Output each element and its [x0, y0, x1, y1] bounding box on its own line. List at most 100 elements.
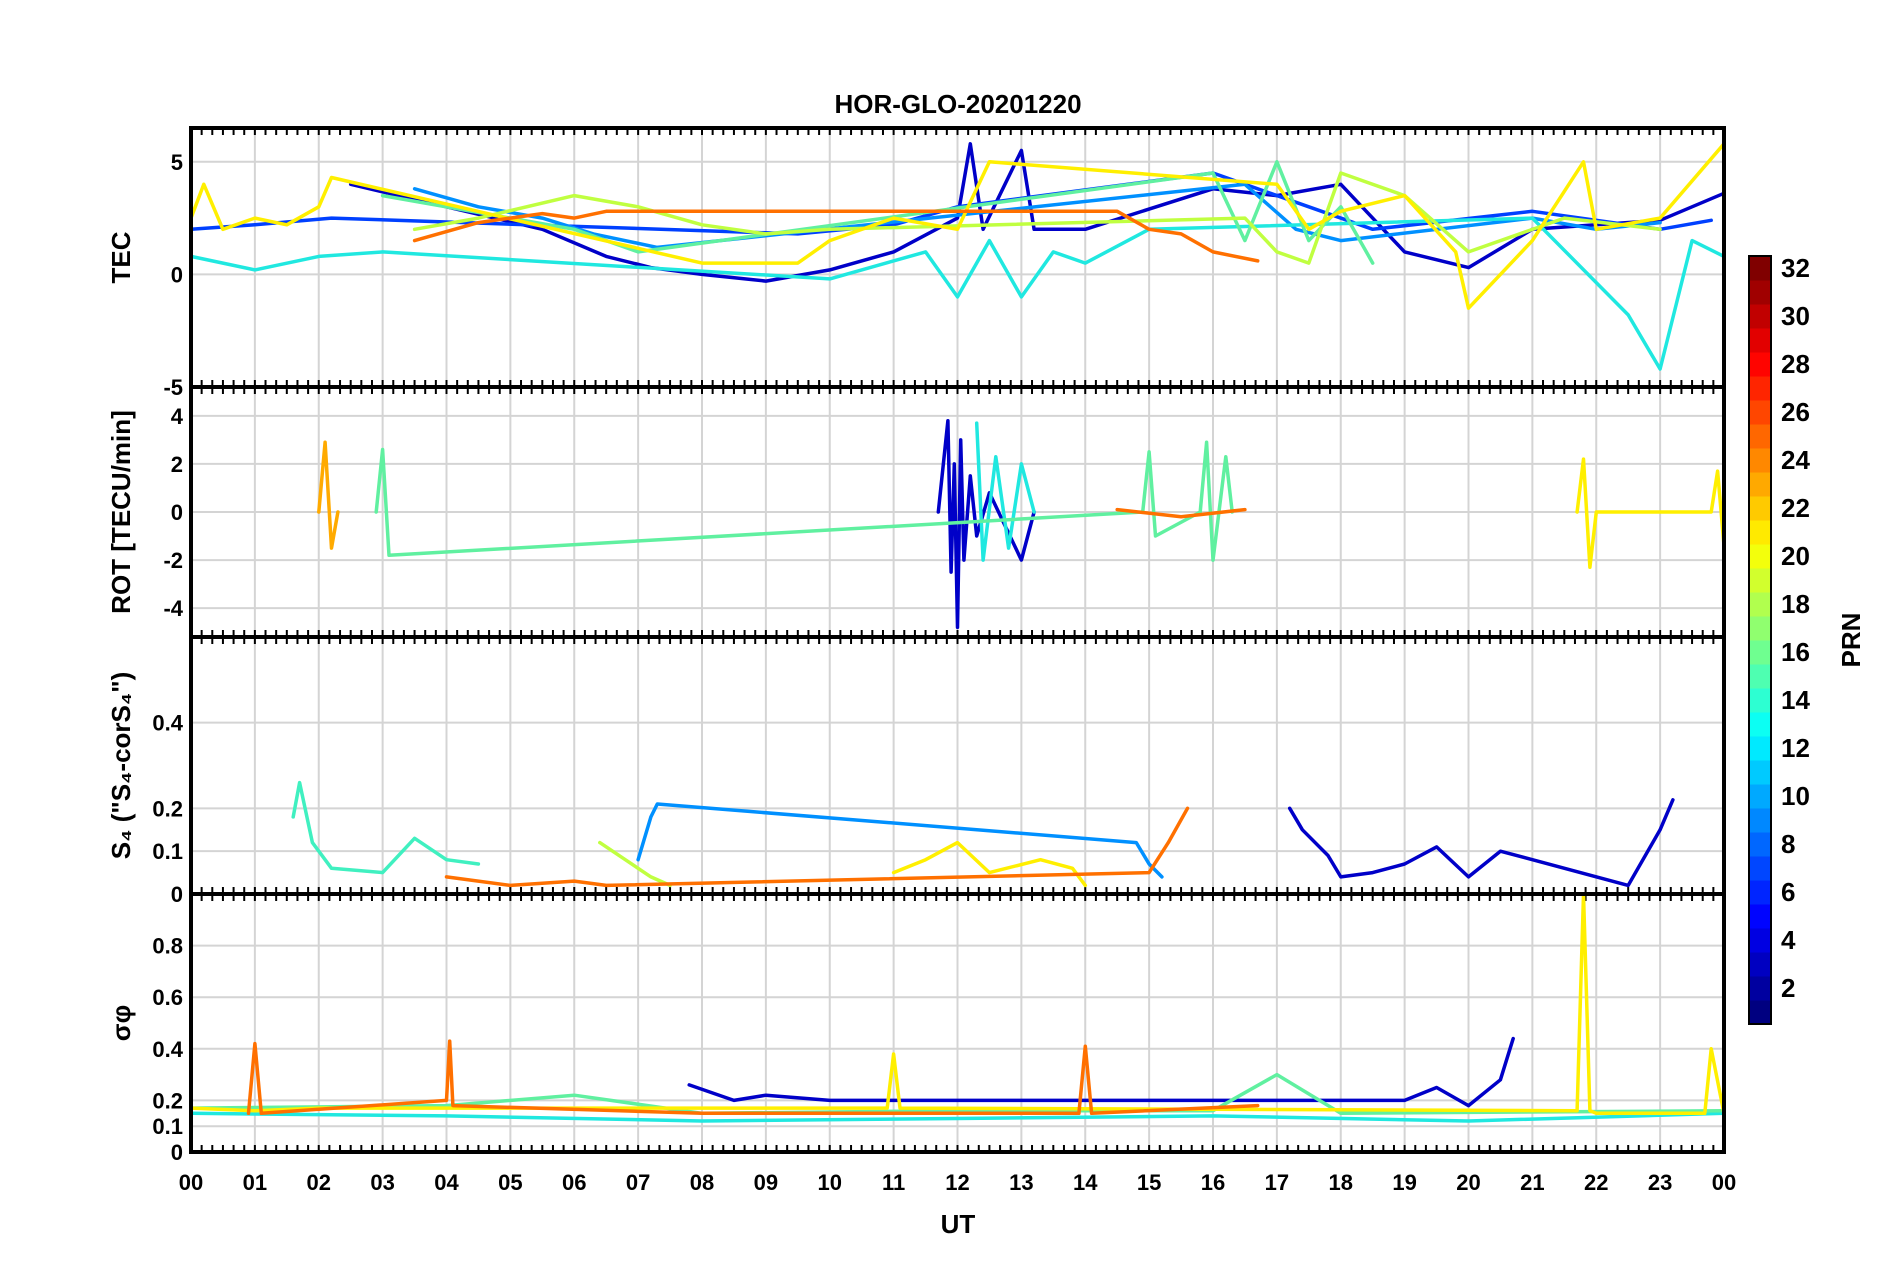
x-tick-label: 23 [1648, 1170, 1672, 1195]
series-line-prn-18 [412, 171, 1662, 265]
colorbar-swatch [1749, 1000, 1771, 1025]
colorbar-swatch [1749, 256, 1771, 281]
series-line-prn-13 [189, 216, 1726, 371]
x-tick-label: 07 [626, 1170, 650, 1195]
colorbar-tick-label: 22 [1781, 493, 1810, 523]
x-tick-label: 21 [1520, 1170, 1544, 1195]
colorbar-swatch [1749, 856, 1771, 881]
y-tick-label: 0.2 [152, 796, 183, 821]
x-tick-label: 16 [1201, 1170, 1225, 1195]
y-tick-label: 0 [171, 1140, 183, 1165]
series-line-prn-16 [380, 160, 1375, 265]
colorbar-swatch [1749, 328, 1771, 353]
colorbar-tick-label: 26 [1781, 397, 1810, 427]
colorbar-swatch [1749, 880, 1771, 905]
colorbar-swatch [1749, 592, 1771, 617]
x-tick-label: 03 [370, 1170, 394, 1195]
colorbar-swatch [1749, 520, 1771, 545]
series-line-prn-20 [891, 840, 1088, 888]
colorbar-tick-label: 12 [1781, 733, 1810, 763]
x-tick-label: 22 [1584, 1170, 1608, 1195]
y-tick-label: 0 [171, 882, 183, 907]
series-line-prn-13 [974, 421, 1036, 562]
colorbar-swatch [1749, 808, 1771, 833]
colorbar-swatch [1749, 952, 1771, 977]
series-line-prn-2 [348, 142, 1726, 283]
y-tick-label: 2 [171, 452, 183, 477]
series-line-prn-2 [936, 418, 1036, 630]
series-line-prn-2 [687, 1036, 1515, 1108]
colorbar-swatch [1749, 304, 1771, 329]
colorbar-swatch [1749, 688, 1771, 713]
colorbar-tick-label: 28 [1781, 349, 1810, 379]
colorbar-swatch [1749, 760, 1771, 785]
colorbar-swatch [1749, 472, 1771, 497]
x-tick-label: 11 [882, 1170, 905, 1195]
colorbar-swatch [1749, 784, 1771, 809]
colorbar-swatch [1749, 496, 1771, 521]
x-axis-label: UT [941, 1209, 976, 1239]
colorbar-swatch [1749, 976, 1771, 1001]
colorbar-swatch [1749, 664, 1771, 689]
panel-tec: -5 0 5 TEC [106, 126, 1726, 400]
colorbar-swatch [1749, 904, 1771, 929]
colorbar-swatch [1749, 424, 1771, 449]
y-axis-label-tec: TEC [106, 231, 136, 283]
colorbar-tick-label: 14 [1781, 685, 1810, 715]
colorbar-swatch [1749, 928, 1771, 953]
y-axis-label-sigma: σφ [106, 1005, 136, 1041]
colorbar-tick-label: 20 [1781, 541, 1810, 571]
y-tick-label: 0.1 [152, 839, 183, 864]
series-line-prn-13 [189, 1111, 1726, 1123]
x-tick-label: 09 [754, 1170, 778, 1195]
colorbar-swatch [1749, 448, 1771, 473]
y-tick-label: 0.6 [152, 985, 183, 1010]
x-tick-label: 17 [1265, 1170, 1289, 1195]
colorbar-swatch [1749, 400, 1771, 425]
colorbar-swatch [1749, 640, 1771, 665]
series-line-prn-16 [374, 440, 1234, 562]
panel-frame [189, 892, 1726, 1154]
series-line-prn-20 [189, 142, 1726, 310]
series-line-prn-22 [317, 440, 340, 550]
x-tick-label: 02 [307, 1170, 331, 1195]
colorbar-frame [1748, 255, 1772, 1025]
colorbar-tick-label: 10 [1781, 781, 1810, 811]
x-tick-label: 12 [945, 1170, 969, 1195]
y-tick-label: 0.8 [152, 934, 183, 959]
y-tick-label: -2 [163, 548, 183, 573]
series-line-prn-18 [598, 840, 672, 888]
panel-s4: 0 0.1 0.2 0.4 S₄ ("S₄-corS₄") [106, 635, 1726, 907]
x-tick-label: 19 [1392, 1170, 1416, 1195]
series-line-prn-15 [291, 780, 481, 875]
colorbar-label: PRN [1836, 613, 1866, 668]
x-tick-label: 06 [562, 1170, 586, 1195]
colorbar-tick-label: 30 [1781, 301, 1810, 331]
colorbar-tick-label: 24 [1781, 445, 1810, 475]
colorbar-tick-label: 18 [1781, 589, 1810, 619]
colorbar-swatch [1749, 280, 1771, 305]
x-tick-label: 08 [690, 1170, 714, 1195]
y-tick-label: 5 [171, 150, 183, 175]
x-tick-label: 04 [434, 1170, 459, 1195]
colorbar-tick-label: 16 [1781, 637, 1810, 667]
series-line-prn-23 [412, 209, 1260, 263]
x-tick-label: 13 [1009, 1170, 1033, 1195]
colorbar-swatch [1749, 568, 1771, 593]
colorbar-tick-label: 8 [1781, 829, 1795, 859]
x-tick-label: 14 [1073, 1170, 1098, 1195]
y-tick-label: 0.4 [152, 1037, 183, 1062]
series-line-prn-23 [1115, 507, 1247, 519]
colorbar-tick-label: 2 [1781, 973, 1795, 1003]
colorbar-swatch [1749, 736, 1771, 761]
panel-rot: -4 -2 0 2 4 ROT [TECU/min] [106, 385, 1726, 639]
colorbar-tick-label: 32 [1781, 253, 1810, 283]
colorbar-swatch [1749, 544, 1771, 569]
x-tick-label: 18 [1329, 1170, 1353, 1195]
series-line-prn-2 [1287, 798, 1675, 888]
series-line-prn-20 [1575, 457, 1726, 570]
x-tick-label: 00 [1712, 1170, 1736, 1195]
